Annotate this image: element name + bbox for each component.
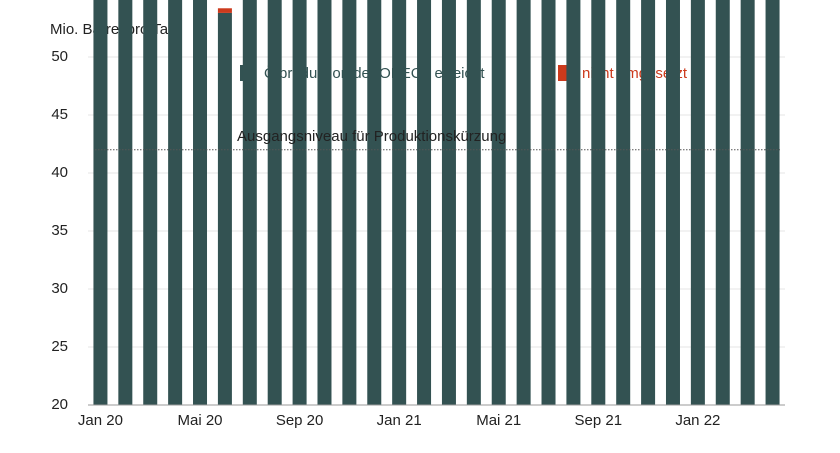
x-tick-label: Mai 21 bbox=[476, 412, 521, 429]
bar-segment bbox=[765, 0, 780, 405]
x-tick-label: Jan 21 bbox=[377, 412, 422, 429]
bar-segment bbox=[93, 0, 108, 406]
bar-segment bbox=[143, 0, 158, 405]
x-tick-label: Sep 20 bbox=[276, 412, 324, 429]
y-tick-label: 35 bbox=[51, 222, 68, 239]
bar-segment bbox=[342, 0, 357, 406]
bar-segment bbox=[591, 0, 606, 405]
bar-segment bbox=[665, 0, 680, 405]
x-tick-label: Sep 21 bbox=[575, 412, 623, 429]
bar-segment bbox=[441, 0, 456, 406]
bar-segment bbox=[715, 0, 730, 405]
reference-label: Ausgangsniveau für Produktionskürzung bbox=[237, 128, 506, 145]
bar-segment bbox=[466, 0, 481, 406]
bar-segment bbox=[740, 0, 755, 405]
y-tick-label: 25 bbox=[51, 338, 68, 355]
y-tick-label: 40 bbox=[51, 164, 68, 181]
bar-segment bbox=[392, 0, 407, 405]
y-tick-label: 30 bbox=[51, 280, 68, 297]
bar-segment bbox=[242, 0, 257, 405]
x-tick-label: Mai 20 bbox=[178, 412, 223, 429]
bar-segment bbox=[267, 0, 282, 406]
bar-segment bbox=[292, 0, 307, 406]
bar-segment bbox=[516, 0, 531, 406]
y-tick-label: 45 bbox=[51, 106, 68, 123]
bar-segment bbox=[168, 0, 183, 405]
y-axis-label: Mio. Barrel pro Tag bbox=[50, 21, 176, 38]
bar-segment bbox=[616, 0, 631, 406]
bar-segment bbox=[566, 0, 581, 406]
bar-segment bbox=[641, 0, 656, 405]
bar-segment bbox=[417, 0, 432, 405]
bar-segment bbox=[541, 0, 556, 405]
x-tick-label: Jan 20 bbox=[78, 412, 123, 429]
bar-segment bbox=[690, 0, 705, 406]
y-tick-label: 20 bbox=[51, 396, 68, 413]
y-tick-label: 50 bbox=[51, 48, 68, 65]
bar-segment bbox=[193, 0, 208, 406]
legend-label: nicht umgesetzt bbox=[582, 65, 688, 82]
bar-segment bbox=[491, 0, 506, 405]
bar-segment bbox=[217, 12, 232, 405]
bar-segment bbox=[118, 0, 133, 405]
bar-segment bbox=[367, 0, 382, 406]
bar-segment bbox=[317, 0, 332, 406]
x-tick-label: Jan 22 bbox=[675, 412, 720, 429]
bar-segment bbox=[217, 8, 232, 13]
